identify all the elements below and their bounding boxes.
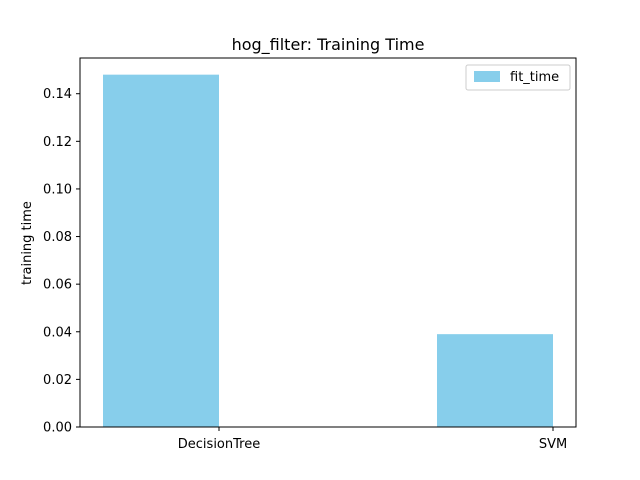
legend-label: fit_time [510,70,559,85]
y-tick-label: 0.12 [43,135,72,150]
bar-decisiontree [103,74,219,427]
y-axis-ticks: 0.00 0.02 0.04 0.06 0.08 0.10 0.12 0.14 [43,87,80,436]
chart-title: hog_filter: Training Time [232,35,425,55]
x-tick-label-svm: SVM [539,437,567,452]
y-axis-label: training time [20,201,35,285]
y-tick-label: 0.08 [43,230,72,245]
y-tick-label: 0.10 [43,182,72,197]
plot-frame [79,57,577,428]
y-tick-label: 0.02 [43,373,72,388]
y-tick-label: 0.04 [43,325,72,340]
x-axis-ticks: DecisionTree SVM [178,427,567,452]
y-tick-label: 0.14 [43,87,72,102]
legend-swatch [474,71,500,82]
y-tick-label: 0.00 [43,421,72,436]
bar-svm [437,334,553,427]
x-tick-label-decisiontree: DecisionTree [178,437,260,452]
y-tick-label: 0.06 [43,278,72,293]
bars-group [103,74,553,427]
legend: fit_time [465,64,571,91]
